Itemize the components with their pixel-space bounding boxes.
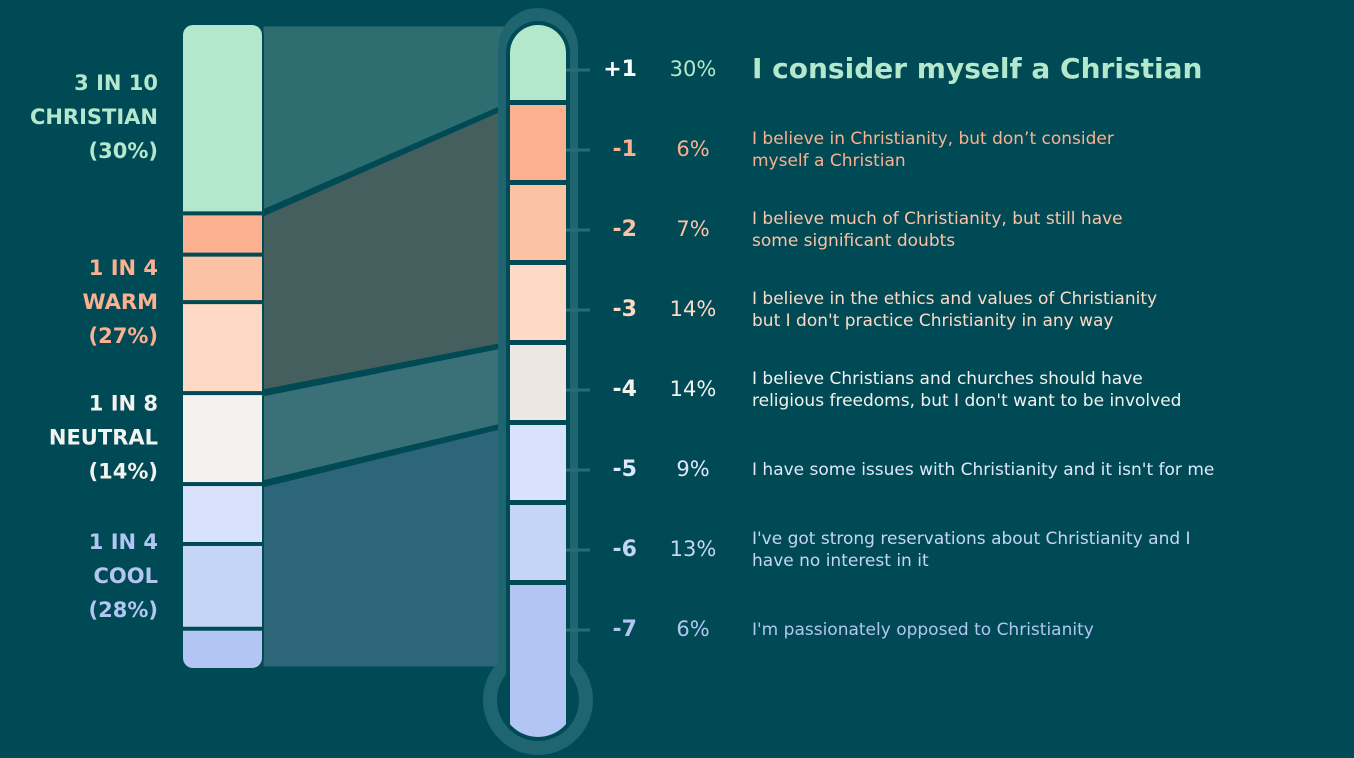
description: some significant doubts bbox=[752, 231, 955, 251]
value-label: 14% bbox=[670, 297, 717, 321]
description: but I don't practice Christianity in any… bbox=[752, 311, 1114, 331]
value-label: 7% bbox=[676, 217, 709, 241]
scale-label: -6 bbox=[613, 537, 637, 562]
description: I believe in Christianity, but don’t con… bbox=[752, 129, 1114, 149]
thermometer-segment bbox=[510, 185, 566, 260]
group-label: CHRISTIAN bbox=[30, 105, 158, 129]
value-label: 6% bbox=[676, 617, 709, 641]
thermometer-segment bbox=[510, 345, 566, 420]
description: I've got strong reservations about Chris… bbox=[752, 529, 1191, 549]
value-label: 13% bbox=[670, 537, 717, 561]
value-label: 6% bbox=[676, 137, 709, 161]
group-label: 1 IN 4 bbox=[89, 530, 158, 554]
group-share: (27%) bbox=[89, 324, 158, 348]
group-share: (14%) bbox=[89, 460, 158, 484]
group-label: 1 IN 8 bbox=[89, 392, 158, 416]
description: religious freedoms, but I don't want to … bbox=[752, 391, 1181, 411]
scale-label: -3 bbox=[613, 297, 637, 322]
scale-label: -7 bbox=[613, 617, 637, 642]
thermometer-segment bbox=[510, 425, 566, 500]
group-share: (30%) bbox=[89, 139, 158, 163]
thermometer-segment bbox=[510, 585, 566, 737]
group-share: (28%) bbox=[89, 598, 158, 622]
scale-label: -1 bbox=[613, 137, 637, 162]
connector-bands bbox=[260, 23, 514, 670]
description: I have some issues with Christianity and… bbox=[752, 460, 1214, 480]
group-label: 3 IN 10 bbox=[74, 71, 158, 95]
thermometer-segment bbox=[510, 505, 566, 580]
description: myself a Christian bbox=[752, 151, 906, 171]
group-label: COOL bbox=[94, 564, 159, 588]
left-segment bbox=[183, 395, 262, 483]
thermometer-segment bbox=[510, 265, 566, 340]
value-label: 9% bbox=[676, 457, 709, 481]
description: I believe in the ethics and values of Ch… bbox=[752, 289, 1157, 309]
group-label: NEUTRAL bbox=[49, 426, 158, 450]
scale-label: -4 bbox=[613, 377, 637, 402]
left-segment bbox=[183, 256, 262, 301]
description: I'm passionately opposed to Christianity bbox=[752, 620, 1094, 640]
scale-label: -2 bbox=[613, 217, 637, 242]
scale-label: -5 bbox=[613, 457, 637, 482]
description: have no interest in it bbox=[752, 551, 929, 571]
left-bar-segments bbox=[183, 25, 262, 668]
thermometer-segment bbox=[510, 25, 566, 100]
value-label: 30% bbox=[670, 57, 717, 81]
left-segment bbox=[183, 304, 262, 392]
left-segment bbox=[183, 486, 262, 542]
left-segment bbox=[183, 545, 262, 627]
description: I believe much of Christianity, but stil… bbox=[752, 209, 1123, 229]
headline: I consider myself a Christian bbox=[752, 52, 1202, 85]
description: I believe Christians and churches should… bbox=[752, 369, 1143, 389]
group-label: WARM bbox=[82, 290, 158, 314]
thermometer-segments bbox=[510, 25, 566, 737]
left-segment bbox=[183, 25, 262, 212]
left-segment bbox=[183, 215, 262, 253]
value-label: 14% bbox=[670, 377, 717, 401]
left-segment bbox=[183, 630, 262, 668]
group-label: 1 IN 4 bbox=[89, 256, 158, 280]
thermometer-segment bbox=[510, 105, 566, 180]
scale-label: +1 bbox=[603, 57, 637, 82]
